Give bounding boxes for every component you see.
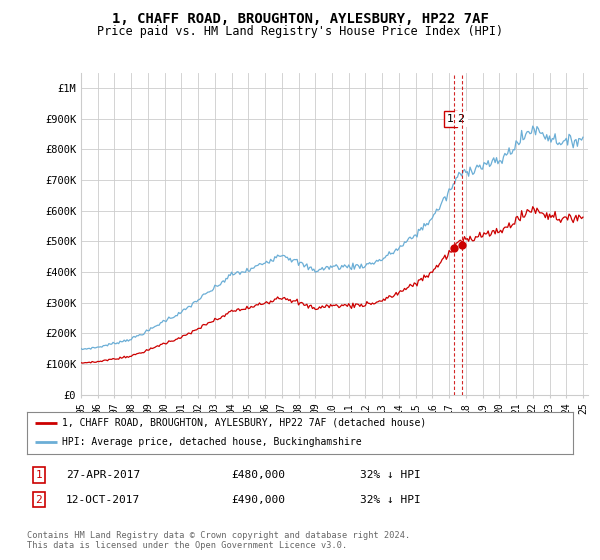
Text: 2: 2 <box>458 114 465 124</box>
Text: 32% ↓ HPI: 32% ↓ HPI <box>360 494 421 505</box>
Text: 1, CHAFF ROAD, BROUGHTON, AYLESBURY, HP22 7AF: 1, CHAFF ROAD, BROUGHTON, AYLESBURY, HP2… <box>112 12 488 26</box>
Text: 27-APR-2017: 27-APR-2017 <box>66 470 140 480</box>
Text: HPI: Average price, detached house, Buckinghamshire: HPI: Average price, detached house, Buck… <box>62 437 362 447</box>
Text: Contains HM Land Registry data © Crown copyright and database right 2024.
This d: Contains HM Land Registry data © Crown c… <box>27 531 410 550</box>
Text: £490,000: £490,000 <box>231 494 285 505</box>
Text: 1, CHAFF ROAD, BROUGHTON, AYLESBURY, HP22 7AF (detached house): 1, CHAFF ROAD, BROUGHTON, AYLESBURY, HP2… <box>62 418 427 428</box>
Text: 32% ↓ HPI: 32% ↓ HPI <box>360 470 421 480</box>
Text: 1: 1 <box>447 114 454 124</box>
Text: 12-OCT-2017: 12-OCT-2017 <box>66 494 140 505</box>
Text: 1: 1 <box>35 470 43 480</box>
Text: 2: 2 <box>35 494 43 505</box>
Text: £480,000: £480,000 <box>231 470 285 480</box>
Text: Price paid vs. HM Land Registry's House Price Index (HPI): Price paid vs. HM Land Registry's House … <box>97 25 503 38</box>
